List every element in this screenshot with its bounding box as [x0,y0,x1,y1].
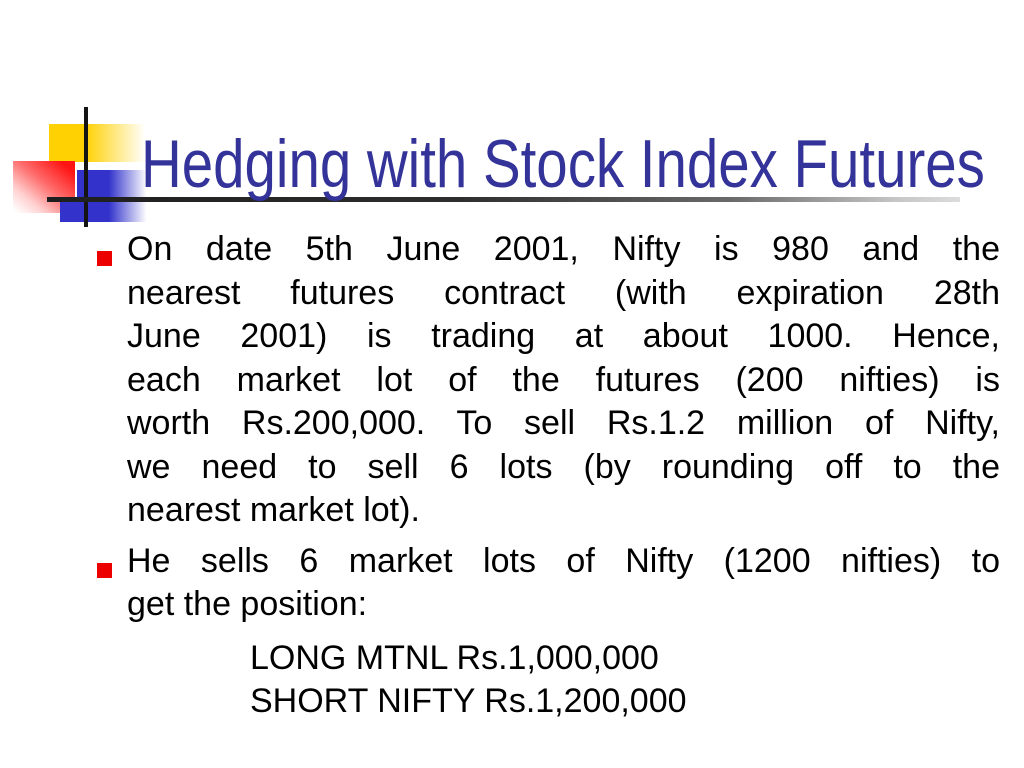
title-underline-rule [47,197,960,202]
slide-body: On date 5th June 2001, Nifty is 980 and … [97,228,1000,724]
text-line: June 2001) is trading at about 1000. Hen… [127,317,1000,355]
text-line: we need to sell 6 lots (by rounding off … [127,447,1000,486]
decoration-blue-square [77,170,148,222]
decoration-yellow-square [49,124,148,162]
decoration-blue-square-notch [60,200,80,222]
indented-line: LONG MTNL Rs.1,000,000 [250,638,659,677]
indented-line: SHORT NIFTY Rs.1,200,000 [250,682,687,720]
text-line: worth Rs.200,000. To sell Rs.1.2 million… [127,404,1000,442]
bullet-paragraph: On date 5th June 2001, Nifty is 980 and … [97,228,1000,533]
text-line: each market lot of the futures (200 nift… [127,360,1000,399]
bullet-square-icon [97,251,112,266]
text-line: On date 5th June 2001, Nifty is 980 and … [127,230,1000,268]
decoration-vertical-line [84,107,88,227]
slide-title: Hedging with Stock Index Futures [141,126,985,202]
text-line: nearest futures contract (with expiratio… [127,273,1000,312]
text-line: nearest market lot). [127,491,420,529]
positions-block: LONG MTNL Rs.1,000,000 SHORT NIFTY Rs.1,… [127,637,1000,724]
text-line: get the position: [127,585,368,623]
bullet-paragraph: He sells 6 market lots of Nifty (1200 ni… [97,540,1000,627]
bullet-square-icon [97,562,112,578]
text-line: He sells 6 market lots of Nifty (1200 ni… [127,541,1000,580]
